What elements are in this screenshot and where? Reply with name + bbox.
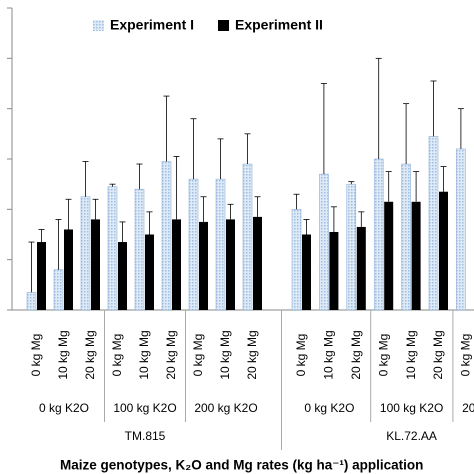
k2o-label: 200 kg K2O <box>194 401 257 415</box>
bar <box>226 219 235 310</box>
bar <box>188 178 199 311</box>
bar <box>439 191 448 310</box>
bar <box>253 216 262 310</box>
bar <box>346 183 357 311</box>
legend-swatch <box>93 20 104 31</box>
x-tick-label: 10 kg Mg <box>218 330 232 379</box>
bar <box>456 148 466 311</box>
k2o-label: 100 kg K2O <box>380 401 443 415</box>
bar <box>356 226 366 310</box>
bar <box>291 209 302 311</box>
genotype-label: TM.815 <box>125 429 166 443</box>
x-tick-label: 0 kg Mg <box>376 334 390 377</box>
x-tick-label: 0 kg Mg <box>110 334 124 377</box>
x-axis-label: Maize genotypes, K₂O and Mg rates (kg ha… <box>60 458 423 473</box>
bar <box>428 136 439 311</box>
bar <box>215 178 226 311</box>
bar <box>53 269 64 311</box>
x-tick-label: 20 kg Mg <box>431 330 445 379</box>
k2o-label: 0 kg K2O <box>304 401 354 415</box>
x-tick-label: 20 kg Mg <box>83 330 97 379</box>
k2o-label: 0 kg K2O <box>39 401 89 415</box>
bar <box>199 221 208 310</box>
bar <box>145 234 154 310</box>
bar <box>64 229 73 310</box>
genotype-label: KL.72.AA <box>386 429 437 443</box>
bar <box>37 242 46 310</box>
x-tick-label: 10 kg Mg <box>137 330 151 379</box>
x-tick-label: 0 kg Mg <box>459 334 473 377</box>
x-tick-label: 0 kg Mg <box>191 334 205 377</box>
bar <box>302 234 311 310</box>
bar <box>134 188 145 311</box>
bar <box>411 201 421 310</box>
bar <box>26 292 37 311</box>
x-tick-label: 20 kg Mg <box>349 330 363 379</box>
x-tick-label: 10 kg Mg <box>322 330 336 379</box>
x-tick-label: 0 kg Mg <box>294 334 308 377</box>
bar <box>107 186 118 311</box>
x-tick-label: 20 kg Mg <box>245 330 259 379</box>
x-tick-label: 10 kg Mg <box>404 330 418 379</box>
bar <box>172 219 181 310</box>
x-tick-label: 0 kg Mg <box>29 334 43 377</box>
bar <box>161 161 172 311</box>
bar <box>329 231 339 310</box>
bar <box>384 201 394 310</box>
x-tick-label: 10 kg Mg <box>56 330 70 379</box>
bar <box>91 219 100 310</box>
x-tick-label: 20 kg Mg <box>164 330 178 379</box>
legend-label: Experiment I <box>110 17 194 33</box>
k2o-label: 100 kg K2O <box>113 401 176 415</box>
bar <box>373 158 384 311</box>
bar <box>401 163 411 311</box>
bar <box>118 242 127 310</box>
legend-label: Experiment II <box>235 17 323 33</box>
bar <box>242 163 253 311</box>
legend-swatch <box>218 20 229 31</box>
bar <box>319 173 329 311</box>
bar <box>80 196 91 311</box>
k2o-label: 200 kg K2O <box>462 401 474 415</box>
